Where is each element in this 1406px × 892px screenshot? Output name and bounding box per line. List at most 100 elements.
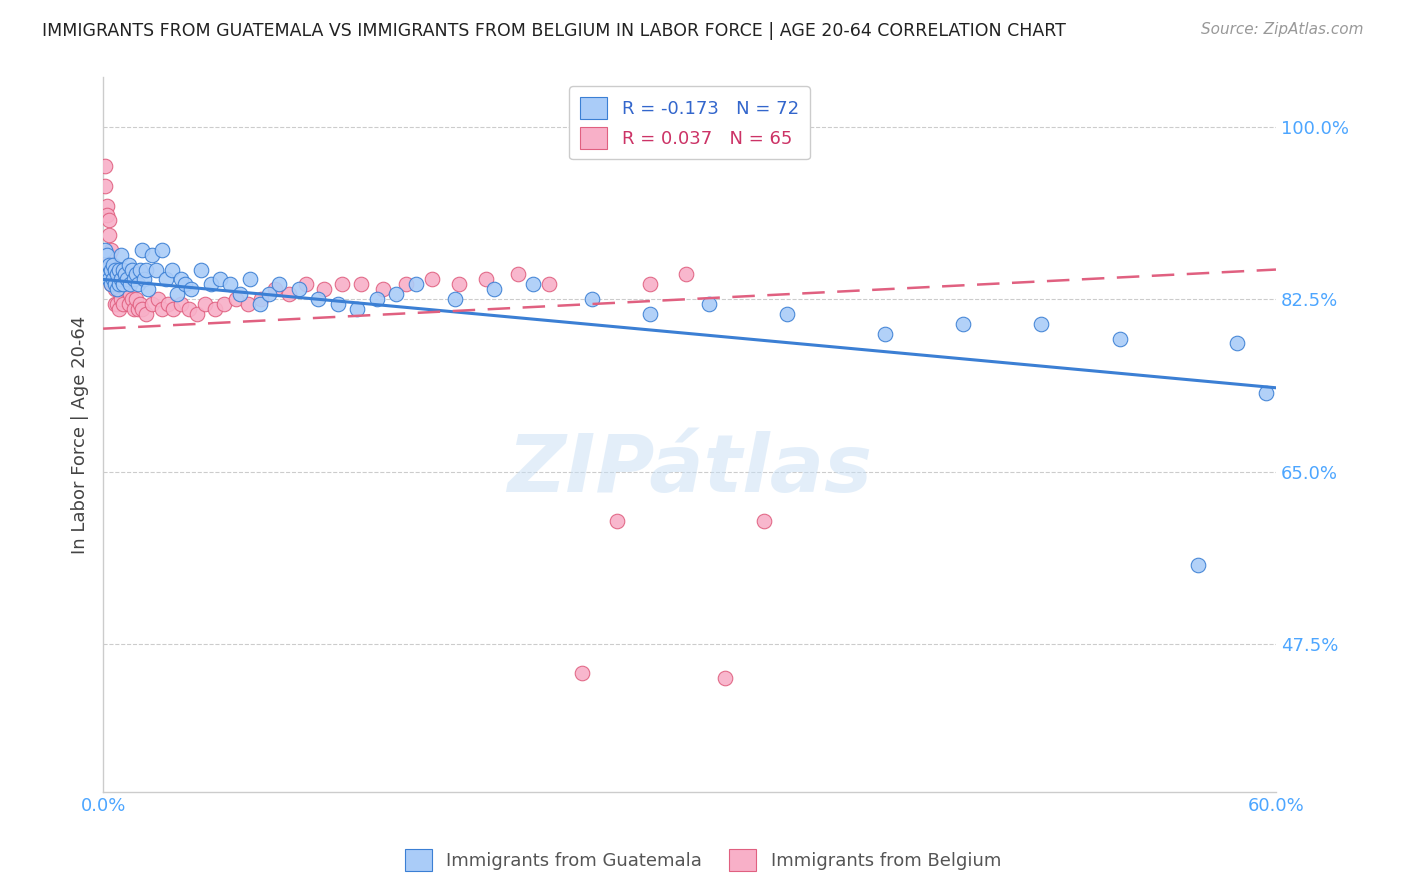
Point: [170, 272, 193, 286]
Point: [107, 262, 129, 277]
Point: [141, 297, 163, 311]
Point: [160, 262, 183, 277]
Point: [104, 282, 127, 296]
Point: [264, 282, 287, 296]
Point: [475, 272, 498, 286]
Point: [606, 514, 628, 528]
Point: [346, 301, 368, 316]
Point: [1226, 336, 1249, 351]
Point: [330, 277, 353, 292]
Point: [145, 262, 167, 277]
Point: [225, 292, 247, 306]
Point: [447, 277, 470, 292]
Point: [150, 243, 173, 257]
Point: [1256, 385, 1278, 400]
Point: [129, 262, 152, 277]
Point: [120, 287, 142, 301]
Point: [110, 292, 132, 306]
Point: [174, 277, 197, 292]
Text: ZIPátlas: ZIPátlas: [508, 432, 872, 509]
Point: [444, 292, 467, 306]
Point: [713, 672, 735, 686]
Point: [129, 297, 152, 311]
Point: [101, 258, 124, 272]
Point: [385, 287, 408, 301]
Point: [170, 297, 193, 311]
Point: [162, 301, 184, 316]
Point: [98, 228, 121, 243]
Point: [96, 248, 118, 262]
Point: [506, 268, 529, 282]
Point: [134, 272, 156, 286]
Point: [105, 297, 128, 311]
Point: [371, 282, 394, 296]
Point: [100, 277, 122, 292]
Point: [326, 297, 349, 311]
Point: [522, 277, 544, 292]
Point: [166, 287, 188, 301]
Point: [156, 297, 179, 311]
Point: [219, 277, 242, 292]
Point: [146, 292, 169, 306]
Point: [98, 248, 121, 262]
Point: [131, 301, 153, 316]
Point: [194, 297, 217, 311]
Point: [107, 277, 129, 292]
Point: [121, 292, 143, 306]
Point: [100, 243, 122, 257]
Point: [98, 268, 121, 282]
Point: [98, 213, 121, 227]
Point: [127, 277, 149, 292]
Text: IMMIGRANTS FROM GUATEMALA VS IMMIGRANTS FROM BELGIUM IN LABOR FORCE | AGE 20-64 : IMMIGRANTS FROM GUATEMALA VS IMMIGRANTS …: [42, 22, 1066, 40]
Point: [105, 282, 128, 296]
Point: [100, 277, 122, 292]
Point: [179, 301, 201, 316]
Point: [111, 297, 134, 311]
Point: [94, 159, 117, 173]
Point: [267, 277, 290, 292]
Point: [101, 272, 124, 286]
Point: [366, 292, 388, 306]
Point: [120, 277, 142, 292]
Text: Source: ZipAtlas.com: Source: ZipAtlas.com: [1201, 22, 1364, 37]
Point: [155, 272, 177, 286]
Point: [640, 277, 662, 292]
Point: [581, 292, 603, 306]
Point: [117, 258, 139, 272]
Point: [100, 258, 122, 272]
Point: [104, 277, 127, 292]
Point: [127, 301, 149, 316]
Point: [124, 272, 146, 286]
Point: [229, 287, 252, 301]
Point: [100, 262, 122, 277]
Point: [571, 666, 593, 681]
Point: [537, 277, 560, 292]
Point: [107, 301, 129, 316]
Point: [204, 301, 226, 316]
Point: [350, 277, 373, 292]
Point: [110, 248, 132, 262]
Point: [96, 198, 118, 212]
Point: [287, 282, 309, 296]
Point: [104, 272, 127, 286]
Point: [96, 262, 118, 277]
Point: [96, 208, 118, 222]
Point: [697, 297, 720, 311]
Point: [420, 272, 443, 286]
Point: [307, 292, 329, 306]
Point: [1108, 331, 1130, 345]
Point: [250, 292, 273, 306]
Point: [104, 262, 127, 277]
Point: [135, 262, 157, 277]
Point: [395, 277, 418, 292]
Point: [124, 301, 146, 316]
Point: [209, 272, 232, 286]
Point: [114, 282, 136, 296]
Point: [105, 277, 128, 292]
Point: [200, 277, 222, 292]
Point: [111, 262, 134, 277]
Y-axis label: In Labor Force | Age 20-64: In Labor Force | Age 20-64: [72, 316, 89, 554]
Point: [640, 307, 662, 321]
Point: [125, 292, 148, 306]
Point: [114, 268, 136, 282]
